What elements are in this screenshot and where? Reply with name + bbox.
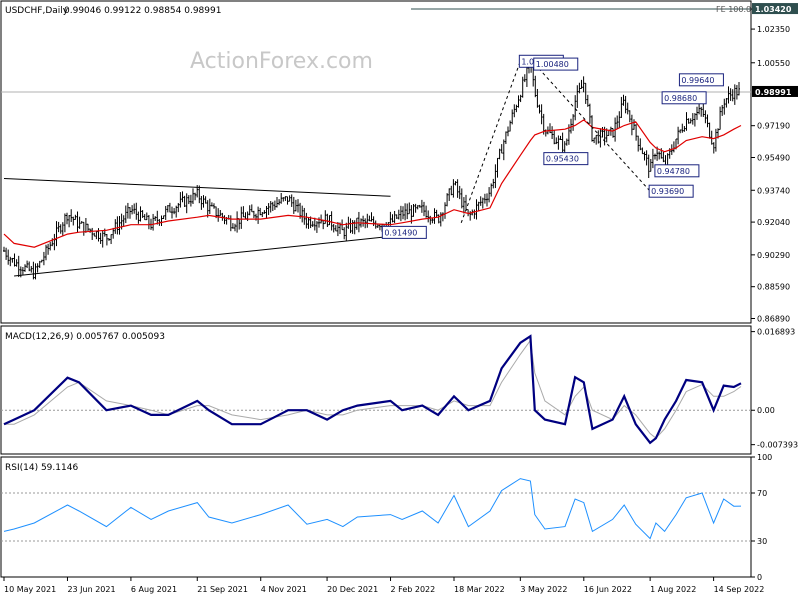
macd-line	[3, 334, 742, 445]
price-layer: 0.914901.006301.004800.954300.986800.996…	[1, 8, 751, 280]
price-pane	[0, 0, 752, 324]
price-annotation-box	[381, 225, 427, 239]
x-tick-label: 18 Mar 2022	[454, 585, 505, 594]
price-annotation: 0.94780	[657, 167, 690, 176]
x-tick-label: 14 Sep 2022	[714, 585, 765, 594]
price-annotation: 0.98680	[664, 94, 697, 103]
price-y-tick-label: 0.92040	[757, 218, 790, 227]
dashed-trend-line	[534, 63, 651, 192]
price-annotation-box	[678, 73, 724, 87]
macd-signal-line	[4, 339, 742, 439]
x-tick-label: 2 Feb 2022	[391, 585, 436, 594]
macd-y-tick-label: 0.016893	[757, 328, 795, 337]
x-tick-label: 20 Dec 2021	[327, 585, 378, 594]
rsi-title: RSI(14) 59.1146	[5, 463, 78, 473]
moving-average-line	[3, 119, 742, 248]
trend-line	[3, 177, 391, 197]
macd-layer	[1, 334, 751, 445]
x-tick-label: 4 Nov 2021	[261, 585, 307, 594]
rsi-pane	[0, 456, 752, 578]
price-annotation-box	[661, 91, 707, 105]
x-tick-label: 21 Sep 2021	[197, 585, 248, 594]
trend-line	[14, 235, 391, 277]
watermark: ActionForex.com	[190, 49, 373, 74]
price-y-tick-label: 0.93740	[757, 186, 790, 195]
price-y-tick-label: 0.86890	[757, 315, 790, 324]
price-annotation: 0.93690	[651, 187, 684, 196]
last-price-tag	[752, 85, 798, 97]
rsi-layer	[1, 478, 751, 542]
macd-title: MACD(12,26,9) 0.005767 0.005093	[5, 332, 165, 342]
x-tick-label: 3 May 2022	[520, 585, 567, 594]
price-y-tick-label: 1.00550	[757, 59, 790, 68]
macd-pane	[0, 325, 752, 455]
price-y-tick-label: 0.88590	[757, 283, 790, 292]
price-y-tick-label: 0.90290	[757, 251, 790, 260]
price-annotation: 0.95430	[546, 155, 579, 164]
fe-level-tag-label: 1.03420	[755, 5, 792, 14]
macd-y-tick-label: -0.007393	[757, 441, 798, 450]
price-annotation-box	[533, 57, 579, 71]
x-tick-label: 16 Jun 2022	[584, 585, 632, 594]
fe-label: FE 100.0	[716, 5, 751, 14]
macd-y-tick-label: 0.00	[757, 406, 775, 415]
fe-level-tag	[752, 3, 798, 15]
last-price-label: 0.98991	[755, 88, 792, 97]
rsi-y-tick-label: 100	[757, 453, 772, 462]
price-annotation: 0.91490	[384, 228, 417, 237]
price-y-tick-label: 0.97190	[757, 122, 790, 131]
x-axis-labels: 10 May 2021 23 Jun 2021 6 Aug 2021 21 Sep 2…	[3, 577, 765, 594]
symbol-label: USDCHF,Daily	[5, 6, 69, 16]
price-y-tick-label: 1.02350	[757, 25, 790, 34]
axis-layer: 1.03420 1.02350 1.00550 0.97190 0.95490 0.937…	[751, 3, 798, 582]
rsi-y-tick-label: 0	[757, 573, 762, 582]
x-tick-label: 1 Aug 2022	[650, 585, 696, 594]
dashed-trend-line	[460, 61, 521, 224]
price-y-tick-label: 0.95490	[757, 154, 790, 163]
price-annotation: 0.99640	[681, 76, 714, 85]
price-annotation: 1.00480	[536, 60, 569, 69]
x-tick-label: 10 May 2021	[4, 585, 56, 594]
price-annotation-box	[654, 164, 700, 178]
rsi-y-tick-label: 30	[757, 537, 767, 546]
price-annotation-box	[543, 152, 589, 166]
x-tick-label: 23 Jun 2021	[67, 585, 115, 594]
x-tick-label: 6 Aug 2021	[131, 585, 177, 594]
rsi-y-tick-label: 70	[757, 489, 767, 498]
ohlc-label: 0.99046 0.99122 0.98854 0.98991	[64, 6, 221, 16]
price-annotation-box	[648, 184, 694, 198]
rsi-line	[3, 478, 742, 540]
